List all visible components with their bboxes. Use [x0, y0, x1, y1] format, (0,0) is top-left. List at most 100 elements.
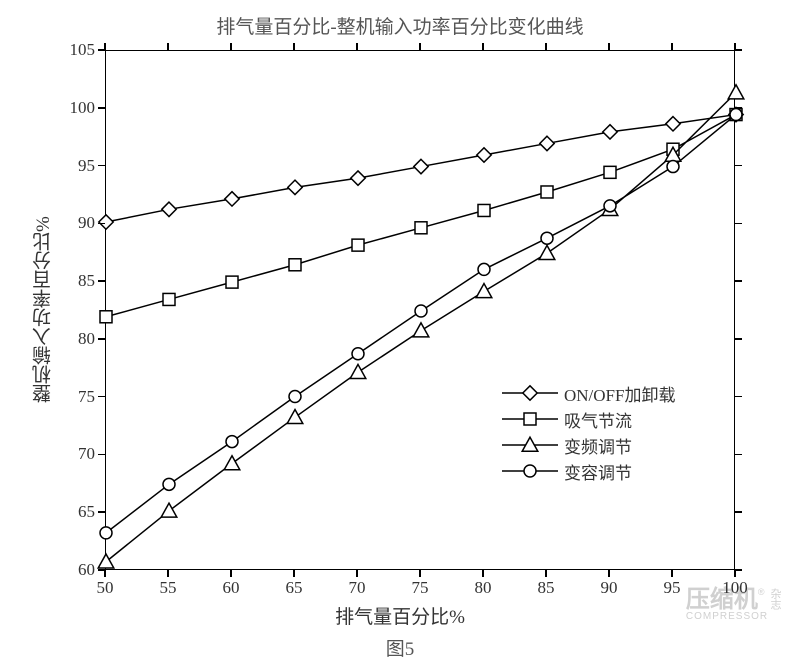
series-marker-vfd: [98, 554, 114, 568]
legend-label: 变容调节: [564, 459, 632, 484]
x-tick-label: 65: [279, 578, 309, 598]
chart-container: 排气量百分比-整机输入功率百分比变化曲线 整机输入功率百分比% 排气量百分比% …: [0, 0, 800, 668]
series-marker-vfd: [728, 85, 744, 99]
x-tick-mark: [419, 570, 421, 577]
series-marker-onoff: [414, 159, 428, 173]
series-marker-onoff: [666, 117, 680, 131]
series-marker-onoff: [288, 180, 302, 194]
legend-label: ON/OFF加卸载: [564, 381, 675, 406]
x-tick-mark: [104, 570, 106, 577]
series-marker-vfd: [161, 503, 177, 517]
x-tick-mark: [356, 43, 358, 50]
series-marker-onoff: [162, 202, 176, 216]
chart-title: 排气量百分比-整机输入功率百分比变化曲线: [0, 12, 800, 39]
y-tick-label: 85: [78, 271, 95, 291]
x-tick-mark: [671, 43, 673, 50]
series-marker-suction: [163, 293, 175, 305]
series-marker-onoff: [225, 192, 239, 206]
y-tick-mark: [98, 49, 105, 51]
x-tick-mark: [482, 570, 484, 577]
y-tick-label: 90: [78, 213, 95, 233]
series-marker-onoff: [477, 148, 491, 162]
series-marker-suction: [478, 204, 490, 216]
y-tick-mark: [735, 454, 742, 456]
x-tick-label: 70: [342, 578, 372, 598]
y-tick-label: 80: [78, 329, 95, 349]
y-tick-mark: [735, 396, 742, 398]
y-axis-label: 整机输入功率百分比%: [30, 210, 57, 410]
series-marker-onoff: [603, 125, 617, 139]
series-marker-suction: [226, 276, 238, 288]
x-axis-label: 排气量百分比%: [0, 602, 800, 629]
legend-item-variable_cap: 变容调节: [500, 458, 675, 484]
y-tick-mark: [98, 338, 105, 340]
series-marker-vfd: [350, 364, 366, 378]
series-marker-suction: [100, 311, 112, 323]
y-tick-mark: [98, 454, 105, 456]
series-marker-variable_cap: [100, 527, 112, 539]
figure-label: 图5: [0, 634, 800, 661]
x-tick-label: 60: [216, 578, 246, 598]
series-marker-suction: [604, 166, 616, 178]
series-marker-vfd: [287, 410, 303, 424]
series-marker-suction: [541, 186, 553, 198]
y-tick-mark: [98, 511, 105, 513]
y-tick-mark: [735, 107, 742, 109]
legend-item-vfd: 变频调节: [500, 432, 675, 458]
watermark-en: COMPRESSOR: [686, 612, 780, 622]
series-marker-suction: [352, 239, 364, 251]
y-tick-mark: [735, 338, 742, 340]
series-marker-onoff: [540, 136, 554, 150]
x-tick-label: 75: [405, 578, 435, 598]
series-marker-variable_cap: [163, 478, 175, 490]
x-tick-mark: [545, 570, 547, 577]
x-tick-label: 95: [657, 578, 687, 598]
series-marker-variable_cap: [541, 232, 553, 244]
y-tick-label: 70: [78, 444, 95, 464]
watermark-r: ®: [758, 587, 765, 597]
series-marker-onoff: [351, 171, 365, 185]
series-marker-vfd: [476, 284, 492, 298]
legend-item-onoff: ON/OFF加卸载: [500, 380, 675, 406]
x-tick-mark: [293, 570, 295, 577]
legend-label: 变频调节: [564, 433, 632, 458]
x-tick-mark: [608, 570, 610, 577]
y-tick-label: 65: [78, 502, 95, 522]
y-tick-mark: [735, 49, 742, 51]
y-tick-label: 60: [78, 560, 95, 580]
y-tick-label: 105: [70, 40, 96, 60]
series-marker-vfd: [224, 456, 240, 470]
x-tick-mark: [230, 43, 232, 50]
y-tick-label: 75: [78, 387, 95, 407]
x-tick-mark: [482, 43, 484, 50]
y-tick-mark: [735, 280, 742, 282]
y-tick-mark: [735, 511, 742, 513]
y-tick-mark: [735, 569, 742, 571]
series-marker-variable_cap: [478, 263, 490, 275]
x-tick-label: 85: [531, 578, 561, 598]
x-tick-mark: [419, 43, 421, 50]
legend-item-suction: 吸气节流: [500, 406, 675, 432]
y-tick-mark: [98, 107, 105, 109]
y-tick-mark: [98, 280, 105, 282]
legend-label: 吸气节流: [564, 407, 632, 432]
plot-area: [105, 50, 735, 570]
x-tick-label: 80: [468, 578, 498, 598]
series-marker-vfd: [413, 323, 429, 337]
series-marker-variable_cap: [415, 305, 427, 317]
x-tick-mark: [356, 570, 358, 577]
series-svg: [106, 51, 736, 571]
x-tick-label: 90: [594, 578, 624, 598]
series-marker-variable_cap: [352, 348, 364, 360]
x-tick-mark: [608, 43, 610, 50]
watermark-zazhi: 杂志: [769, 588, 780, 610]
x-tick-mark: [230, 570, 232, 577]
y-tick-mark: [98, 396, 105, 398]
legend: ON/OFF加卸载吸气节流变频调节变容调节: [500, 380, 675, 484]
x-tick-mark: [734, 570, 736, 577]
series-marker-variable_cap: [604, 200, 616, 212]
x-tick-mark: [167, 570, 169, 577]
y-tick-mark: [98, 569, 105, 571]
series-marker-variable_cap: [289, 391, 301, 403]
y-tick-label: 95: [78, 156, 95, 176]
